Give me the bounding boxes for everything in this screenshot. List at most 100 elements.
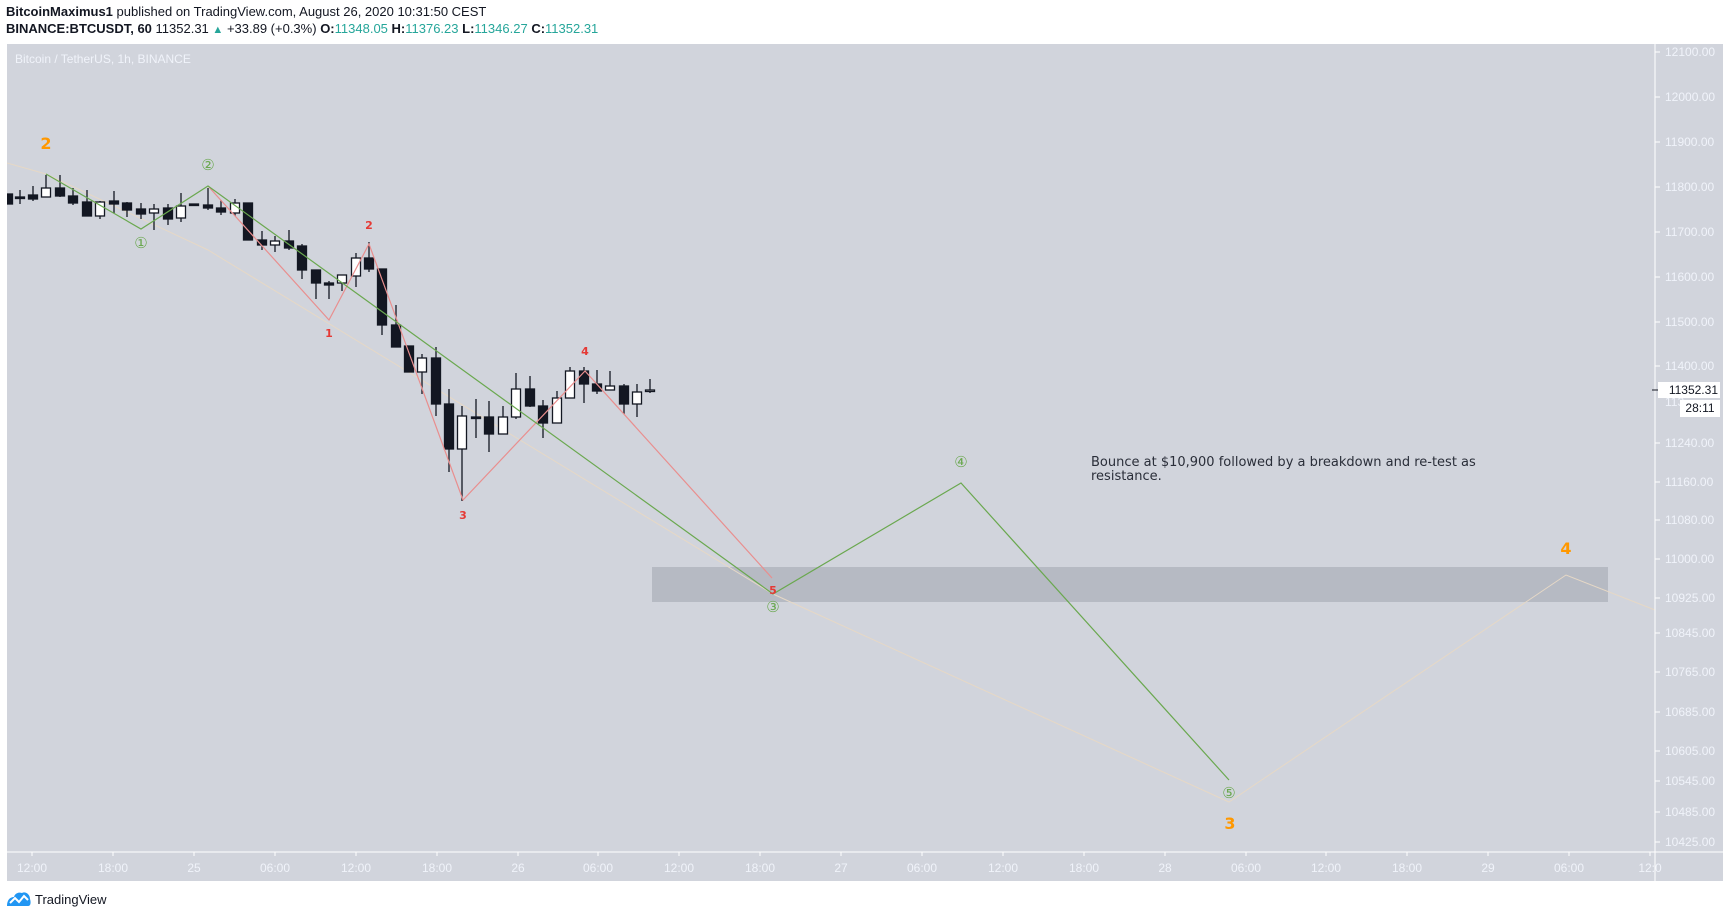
wave-label: 4: [581, 345, 589, 358]
time-tick-label: 18:00: [1392, 861, 1422, 875]
price-tick-label: 10685.00: [1665, 705, 1715, 719]
low-value: 11346.27: [474, 21, 528, 36]
green-wave-path: [45, 173, 1230, 781]
price-tick-label: 11900.00: [1665, 135, 1714, 149]
publish-info: BitcoinMaximus1 published on TradingView…: [6, 4, 486, 19]
time-tick-label: 18:00: [745, 861, 775, 875]
candle-down: [323, 282, 335, 286]
open-label: O:: [320, 21, 335, 36]
candle-up: [497, 416, 509, 435]
resistance-zone: [652, 567, 1608, 602]
candle-down: [54, 187, 66, 197]
price-tick-label: 12000.00: [1665, 90, 1715, 104]
price-tick-label: 11800.00: [1665, 180, 1714, 194]
price-tick-label: 11000.00: [1665, 552, 1714, 566]
candle-up: [336, 274, 348, 284]
candle-up: [94, 201, 106, 217]
candle-down: [443, 403, 455, 450]
candle-down: [14, 196, 26, 200]
annotation-text[interactable]: Bounce at $10,900 followed by a breakdow…: [1091, 455, 1476, 484]
price-change: +33.89 (+0.3%): [226, 21, 317, 36]
candle-down: [188, 203, 200, 207]
candle-up: [175, 205, 187, 219]
candle-down: [215, 207, 227, 213]
bar-countdown: 28:11: [1680, 400, 1720, 417]
candle-down: [296, 245, 308, 271]
time-tick-label: 18:00: [1069, 861, 1099, 875]
time-tick-label: 06:00: [907, 861, 937, 875]
time-tick-label: 29: [1481, 861, 1495, 875]
time-tick-label: 25: [187, 861, 201, 875]
candle-up: [564, 370, 576, 399]
time-tick-label: 28: [1158, 861, 1172, 875]
price-tick-label: 10485.00: [1665, 805, 1715, 819]
current-price-label: 11352.31: [1658, 382, 1720, 398]
wave-label: 2: [40, 134, 51, 153]
candle-down: [470, 416, 482, 420]
chart-panel[interactable]: 2 ② ① 1 2 3 4 5 ③ ④ ⑤ 3 4 12100.00 12000.00 11900.00 118…: [7, 44, 1723, 881]
candle-down: [430, 357, 442, 405]
candle-up: [350, 257, 362, 277]
time-tick-label: 06:00: [260, 861, 290, 875]
price-tick-label: 11240.00: [1665, 436, 1714, 450]
candle-down: [363, 257, 375, 270]
price-tick-label: 12100.00: [1665, 45, 1715, 59]
time-tick-label: 27: [834, 861, 848, 875]
time-tick-label: 18:00: [98, 861, 128, 875]
time-tick-label: 12:00: [988, 861, 1018, 875]
wave-label: 3: [1224, 814, 1235, 833]
price-tick-label: 11500.00: [1665, 315, 1714, 329]
candle-down: [537, 405, 549, 424]
up-triangle-icon: ▲: [212, 24, 224, 36]
candle-up: [148, 208, 160, 214]
price-tick-label: 11400.00: [1665, 359, 1714, 373]
candle-up: [631, 391, 643, 405]
last-price: 11352.31: [155, 21, 209, 36]
candle-down: [242, 202, 254, 241]
candle-up: [604, 385, 616, 391]
candle-down: [403, 345, 415, 373]
wave-label: 2: [365, 219, 373, 232]
wave-label: ⑤: [1222, 784, 1235, 802]
candle-down: [162, 207, 174, 220]
wave-label: ③: [766, 598, 779, 616]
time-tick-label: 12:00: [1311, 861, 1341, 875]
candle-down: [108, 200, 120, 205]
candle-down: [135, 208, 147, 215]
candle-up: [456, 415, 468, 450]
tradingview-footer[interactable]: TradingView: [6, 891, 107, 907]
candle-up: [551, 397, 563, 424]
candle-down: [390, 324, 402, 348]
candle-down: [7, 193, 14, 205]
symbol-info: BINANCE:BTCUSDT, 60 11352.31 ▲ +33.89 (+…: [6, 21, 598, 36]
time-tick-label: 12:00: [17, 861, 47, 875]
price-tick-label: 11700.00: [1665, 225, 1714, 239]
candle-up: [229, 202, 241, 214]
candle-down: [618, 385, 630, 405]
time-tick-label: 06:00: [1554, 861, 1584, 875]
candle-up: [510, 388, 522, 418]
price-tick-label: 11160.00: [1665, 475, 1714, 489]
time-tick-label: 12:0: [1638, 861, 1662, 875]
wave-label: 4: [1560, 539, 1571, 558]
candle-down: [67, 195, 79, 204]
price-tick-label: 10925.00: [1665, 591, 1715, 605]
wave-label: ②: [201, 156, 214, 174]
wave-label: 3: [459, 509, 467, 522]
candle-up: [269, 240, 281, 246]
tradingview-logo-icon: [7, 892, 31, 906]
candle-down: [202, 204, 214, 209]
wave-label: ①: [134, 234, 147, 252]
time-tick-label: 06:00: [583, 861, 613, 875]
price-tick-label: 113: [1665, 395, 1684, 409]
price-tick-label: 10425.00: [1665, 835, 1715, 849]
tradingview-brand: TradingView: [35, 891, 107, 907]
price-tick-label: 10845.00: [1665, 626, 1715, 640]
red-wave-path: [207, 185, 773, 579]
candle-down: [524, 388, 536, 407]
time-tick-label: 18:00: [422, 861, 452, 875]
price-chart[interactable]: 2 ② ① 1 2 3 4 5③ ④ ⑤ 3 4 12100.00 12000.00 11900.00 118…: [7, 44, 1723, 881]
chart-legend-title: Bitcoin / TetherUS, 1h, BINANCE: [15, 52, 191, 66]
candle-down: [27, 194, 39, 200]
time-tick-label: 06:00: [1231, 861, 1261, 875]
